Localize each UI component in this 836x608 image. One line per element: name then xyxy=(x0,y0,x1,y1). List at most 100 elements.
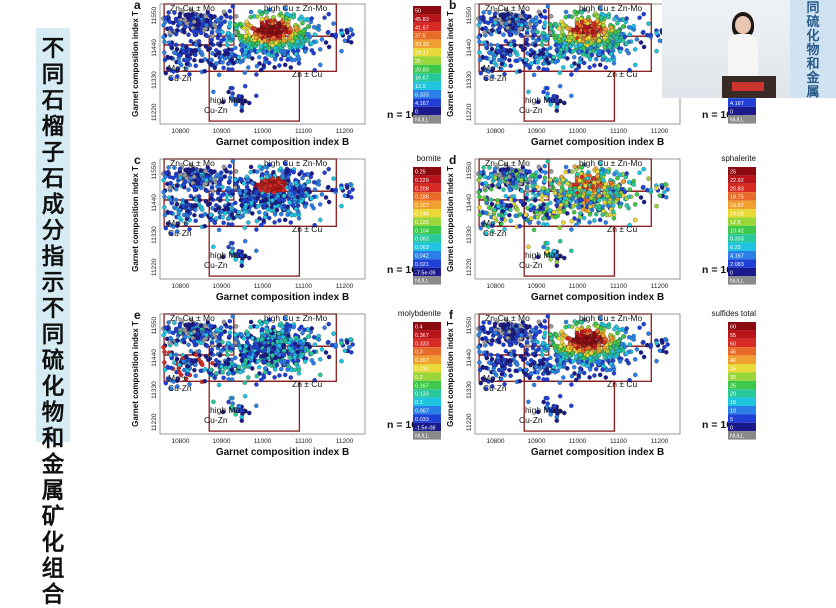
data-point xyxy=(290,38,295,44)
data-point xyxy=(167,185,173,191)
data-point xyxy=(492,52,497,58)
data-point xyxy=(254,373,260,379)
data-point xyxy=(297,326,302,332)
data-point xyxy=(556,26,562,31)
data-point xyxy=(246,375,251,380)
data-point xyxy=(654,203,659,209)
x-axis-label: Garnet composition index B xyxy=(531,292,664,303)
data-point xyxy=(276,21,281,27)
data-point xyxy=(221,164,227,170)
x-tick-label: 11100 xyxy=(295,438,312,445)
color-legend: 5045.8341.6737.533.3329.172520.8316.6712… xyxy=(413,6,441,124)
data-point xyxy=(227,163,233,169)
data-point xyxy=(592,373,597,378)
data-point xyxy=(227,318,233,324)
data-point xyxy=(216,50,222,56)
data-point xyxy=(292,35,298,41)
data-point xyxy=(519,33,525,39)
data-point xyxy=(275,339,280,344)
data-point xyxy=(489,46,495,52)
data-point xyxy=(280,173,285,179)
legend-label: 18.75 xyxy=(730,195,744,201)
color-legend: 0.250.2290.2080.1880.1670.1460.1250.1040… xyxy=(413,167,441,285)
data-point xyxy=(350,187,355,192)
data-point xyxy=(266,370,272,376)
data-point xyxy=(654,48,659,54)
data-point xyxy=(223,360,229,365)
data-point xyxy=(657,193,663,198)
data-point xyxy=(195,26,200,31)
data-point xyxy=(607,190,613,196)
y-tick-label: 11220 xyxy=(151,258,158,276)
data-point xyxy=(273,45,278,51)
data-point xyxy=(349,350,354,355)
data-point xyxy=(163,325,168,330)
data-point xyxy=(637,325,642,330)
data-point xyxy=(486,175,491,181)
data-point xyxy=(196,349,202,354)
data-point xyxy=(511,194,517,199)
data-point xyxy=(258,354,264,359)
data-point xyxy=(188,7,194,13)
data-point xyxy=(280,14,285,19)
data-point xyxy=(565,366,570,371)
data-point xyxy=(213,48,219,53)
data-point xyxy=(254,63,260,69)
data-point xyxy=(195,181,200,186)
data-point xyxy=(612,171,617,177)
data-point xyxy=(299,199,304,204)
data-point xyxy=(597,48,602,54)
legend-label: 0 xyxy=(415,109,418,115)
data-point xyxy=(531,72,537,78)
data-point xyxy=(229,212,234,218)
panel-letter: a xyxy=(134,0,141,12)
data-point xyxy=(326,11,331,17)
data-point xyxy=(617,49,623,54)
data-point xyxy=(163,70,169,76)
data-point xyxy=(302,204,308,209)
y-tick-label: 11440 xyxy=(151,194,158,212)
data-point xyxy=(239,263,245,268)
data-point xyxy=(222,211,228,216)
data-point xyxy=(239,418,245,423)
data-point xyxy=(233,22,238,28)
data-point xyxy=(614,199,619,204)
data-point xyxy=(256,364,262,370)
data-point xyxy=(301,183,306,189)
legend-null-label: NULL xyxy=(415,279,429,285)
legend-label: 20.83 xyxy=(730,186,744,192)
data-point xyxy=(586,190,592,195)
data-point xyxy=(220,215,225,220)
data-point xyxy=(287,340,292,345)
data-point xyxy=(255,40,260,46)
data-point xyxy=(162,205,167,210)
legend-label: 0.25 xyxy=(415,170,426,176)
data-point xyxy=(498,24,503,30)
data-point xyxy=(258,67,264,73)
data-point xyxy=(215,339,220,344)
data-point xyxy=(307,189,313,195)
data-point xyxy=(477,39,482,45)
data-points xyxy=(476,159,670,268)
data-point xyxy=(577,214,583,220)
data-point xyxy=(277,188,282,193)
data-point xyxy=(605,38,610,44)
data-point xyxy=(225,30,231,36)
data-point xyxy=(250,56,255,61)
data-point xyxy=(256,54,262,60)
x-tick-label: 11000 xyxy=(569,128,587,135)
legend-label: 16.67 xyxy=(415,76,429,82)
data-point xyxy=(268,28,273,33)
data-point xyxy=(569,63,575,69)
y-tick-label: 11220 xyxy=(466,258,473,276)
data-point xyxy=(225,340,231,346)
data-point xyxy=(326,354,332,360)
data-point xyxy=(563,324,568,330)
data-point xyxy=(259,326,265,332)
data-point xyxy=(607,31,613,37)
data-point xyxy=(215,29,220,34)
data-point xyxy=(322,15,327,20)
data-point xyxy=(163,19,168,25)
data-point xyxy=(200,52,205,58)
data-point xyxy=(213,358,219,363)
